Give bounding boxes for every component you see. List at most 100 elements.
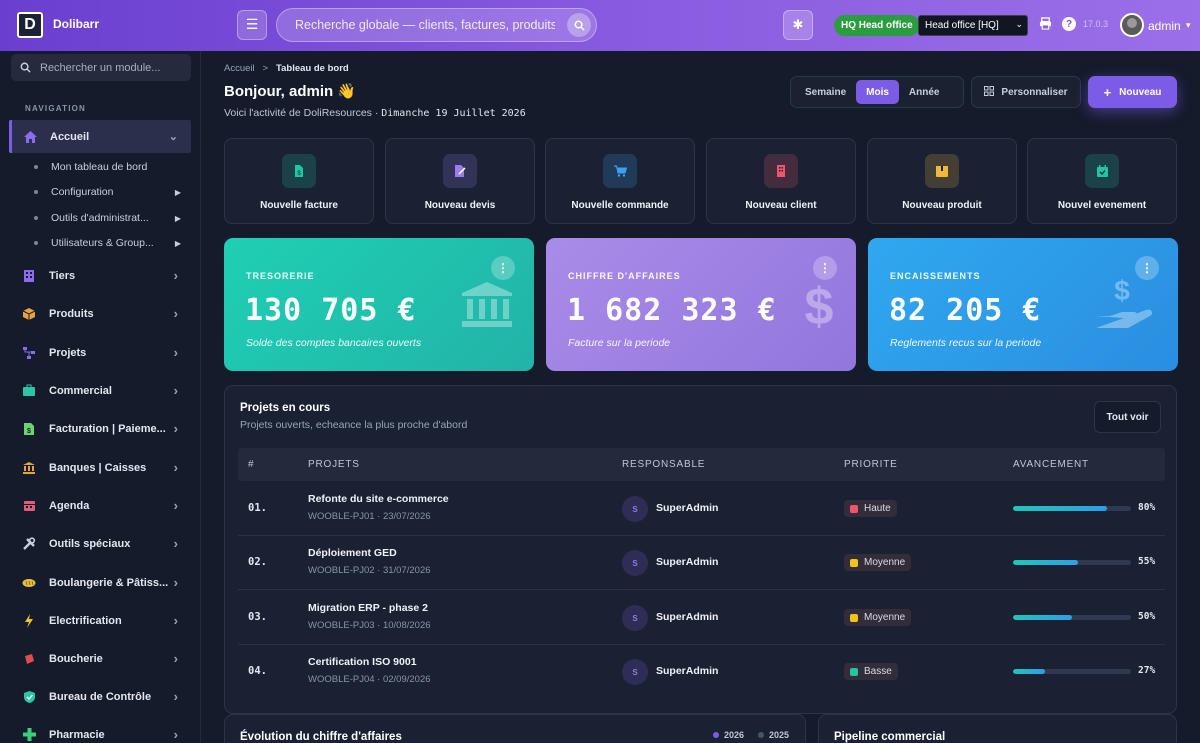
sidebar-subitem[interactable]: Mon tableau de bord: [34, 156, 184, 178]
project-name[interactable]: Certification ISO 9001: [308, 656, 417, 668]
chevron-right-icon: ›: [173, 306, 178, 321]
help-icon[interactable]: ?: [1062, 17, 1076, 31]
sidebar-item-label: Projets: [49, 346, 87, 359]
app-name[interactable]: Dolibarr: [53, 17, 100, 31]
quick-action-nouvelle-facture[interactable]: $ Nouvelle facture: [224, 138, 374, 224]
sidebar-item-produits[interactable]: Produits ›: [9, 297, 191, 330]
column-header-owner[interactable]: RESPONSABLE: [622, 459, 706, 470]
home-icon: [22, 129, 38, 145]
sidebar-item-boulangerie-p-tiss[interactable]: Boulangerie & Pâtiss... ›: [9, 566, 191, 599]
owner-name: SuperAdmin: [656, 665, 719, 677]
page-title: Bonjour, admin 👋: [224, 83, 357, 100]
current-date: Dimanche 19 Juillet 2026: [381, 108, 526, 119]
sidebar-subitem-label: Outils d'administrat...: [51, 212, 149, 224]
quick-action-nouveau-client[interactable]: Nouveau client: [706, 138, 856, 224]
new-button[interactable]: + Nouveau: [1088, 76, 1177, 108]
project-name[interactable]: Déploiement GED: [308, 547, 397, 559]
kpi-card-tresorerie[interactable]: TRESORERIE 130 705 € Solde des comptes ban…: [224, 238, 534, 371]
plus-icon: +: [1103, 84, 1112, 100]
quote-icon: [443, 154, 477, 188]
kpi-subtitle: Solde des comptes bancaires ouverts: [246, 337, 422, 349]
project-ref: WOOBLE-PJ02 · 31/07/2026: [308, 565, 431, 576]
period-option-0[interactable]: Semaine: [805, 86, 847, 98]
chevron-down-icon: ⌄: [1015, 19, 1023, 29]
sidebar-item-label: Boucherie: [49, 652, 103, 665]
chevron-down-icon[interactable]: ▾: [1186, 21, 1191, 31]
more-options-icon[interactable]: ⋮: [1135, 256, 1159, 280]
sidebar-item-agenda[interactable]: Agenda ›: [9, 489, 191, 522]
project-name[interactable]: Migration ERP - phase 2: [308, 602, 428, 614]
sidebar-item-pharmacie[interactable]: Pharmacie ›: [9, 718, 191, 743]
sidebar-item-projets[interactable]: Projets ›: [9, 336, 191, 369]
quick-action-nouvel-evenement[interactable]: Nouvel evenement: [1027, 138, 1177, 224]
chevron-right-icon: ›: [173, 268, 178, 283]
table-header: # PROJETS RESPONSABLE PRIORITE AVANCEMEN…: [238, 448, 1165, 481]
debug-button[interactable]: ✱: [783, 10, 813, 40]
column-header-progress[interactable]: AVANCEMENT: [1013, 459, 1089, 470]
kpi-card-encaissements[interactable]: $ ENCAISSEMENTS 82 205 € Reglements recus s…: [868, 238, 1178, 371]
table-row[interactable]: 02. Déploiement GED WOOBLE-PJ02 · 31/07/20…: [238, 536, 1165, 590]
table-row[interactable]: 03. Migration ERP - phase 2 WOOBLE-PJ03 · …: [238, 591, 1165, 645]
cross-icon: [21, 727, 37, 743]
row-number: 01.: [248, 502, 267, 514]
quick-action-nouvelle-commande[interactable]: Nouvelle commande: [545, 138, 695, 224]
menu-toggle-button[interactable]: ☰: [237, 10, 267, 40]
page-subtitle: Voici l'activité de DoliResources · Dima…: [224, 107, 526, 119]
sidebar-subitem[interactable]: Outils d'administrat... ▶: [34, 207, 184, 229]
breadcrumb-current: Tableau de bord: [276, 63, 349, 74]
user-name[interactable]: admin: [1148, 19, 1181, 33]
sidebar-subitem[interactable]: Configuration ▶: [34, 181, 184, 203]
logo-icon[interactable]: D: [17, 12, 43, 38]
customize-button[interactable]: Personnaliser: [971, 76, 1081, 108]
sidebar-item-banques-caisses[interactable]: Banques | Caisses ›: [9, 451, 191, 484]
entity-select[interactable]: Head office [HQ] ⌄: [918, 15, 1028, 36]
period-option-1[interactable]: Mois: [856, 80, 899, 104]
bank-icon: [21, 460, 37, 476]
svg-text:$: $: [1114, 276, 1130, 306]
project-name[interactable]: Refonte du site e-commerce: [308, 493, 449, 505]
sidebar-item-accueil[interactable]: Accueil ⌄: [9, 120, 191, 153]
sidebar-item-electrification[interactable]: Electrification ›: [9, 604, 191, 637]
view-all-button[interactable]: Tout voir: [1094, 401, 1161, 433]
legend-label: 2026: [724, 730, 745, 740]
more-options-icon[interactable]: ⋮: [491, 256, 515, 280]
search-icon: [574, 20, 585, 31]
sidebar-item-outils-sp-ciaux[interactable]: Outils spéciaux ›: [9, 527, 191, 560]
svg-text:$: $: [297, 171, 301, 177]
quick-action-nouveau-produit[interactable]: Nouveau produit: [867, 138, 1017, 224]
sidebar-item-boucherie[interactable]: Boucherie ›: [9, 642, 191, 675]
quick-action-label: Nouveau devis: [424, 200, 496, 211]
progress-label: 55%: [1138, 556, 1156, 567]
table-row[interactable]: 04. Certification ISO 9001 WOOBLE-PJ04 · 0…: [238, 645, 1165, 699]
sidebar-subitem-label: Utilisateurs & Group...: [51, 237, 154, 249]
sidebar-item-bureau-de-contr-le[interactable]: Bureau de Contrôle ›: [9, 680, 191, 713]
quick-action-nouveau-devis[interactable]: Nouveau devis: [385, 138, 535, 224]
period-option-2[interactable]: Année: [908, 86, 940, 98]
sidebar-subitem[interactable]: Utilisateurs & Group... ▶: [34, 232, 184, 254]
kpi-card-chiffre-d-affaires[interactable]: $ CHIFFRE D'AFFAIRES 1 682 323 € Facture su…: [546, 238, 856, 371]
sidebar-item-tiers[interactable]: Tiers ›: [9, 259, 191, 292]
column-header-projects[interactable]: PROJETS: [308, 459, 360, 470]
breadcrumb-home[interactable]: Accueil: [224, 63, 255, 74]
module-search-input[interactable]: [40, 61, 180, 74]
global-search[interactable]: [276, 8, 597, 42]
print-icon[interactable]: [1039, 17, 1052, 34]
user-avatar[interactable]: [1120, 13, 1144, 37]
search-button[interactable]: [567, 13, 591, 37]
calendar-icon: [21, 498, 37, 514]
sidebar-item-commercial[interactable]: Commercial ›: [9, 374, 191, 407]
sidebar-item-facturation-paieme[interactable]: $ Facturation | Paieme... ›: [9, 412, 191, 445]
global-search-input[interactable]: [295, 18, 555, 32]
module-search[interactable]: [11, 54, 191, 81]
box-icon: [925, 154, 959, 188]
project-ref: WOOBLE-PJ04 · 02/09/2026: [308, 674, 431, 685]
quick-action-label: Nouvel evenement: [1057, 200, 1147, 211]
kpi-value: 130 705 €: [245, 293, 417, 328]
revenue-title: Évolution du chiffre d'affaires: [240, 731, 402, 743]
entity-select-value: Head office [HQ]: [925, 20, 999, 31]
row-number: 04.: [248, 665, 267, 677]
table-row[interactable]: 01. Refonte du site e-commerce WOOBLE-PJ01…: [238, 482, 1165, 536]
more-options-icon[interactable]: ⋮: [813, 256, 837, 280]
meat-icon: [21, 651, 37, 667]
column-header-priority[interactable]: PRIORITE: [844, 459, 898, 470]
